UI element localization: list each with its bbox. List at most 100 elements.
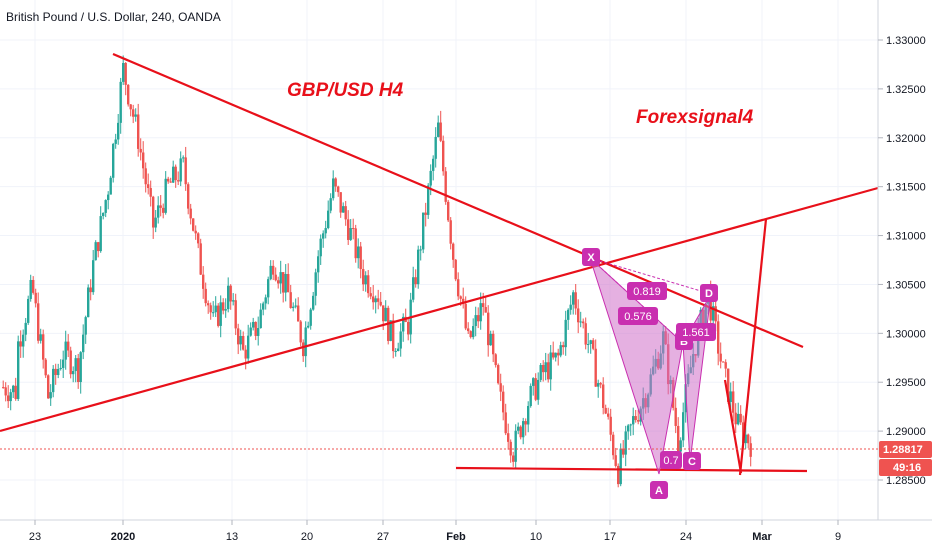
candle-body: [612, 434, 615, 456]
candle-body: [62, 359, 65, 368]
candle-body: [624, 431, 627, 455]
support-line: [455, 466, 808, 473]
candle-body: [297, 305, 300, 322]
candle-body: [24, 322, 27, 335]
candle-body: [607, 413, 610, 417]
candle-body: [637, 420, 640, 422]
pattern-point-label: A: [655, 485, 663, 497]
candle-body: [594, 348, 597, 387]
candle-body: [12, 385, 15, 393]
candle-body: [479, 303, 482, 322]
candle-body: [344, 206, 347, 220]
x-tick-label: 27: [377, 531, 389, 543]
x-tick-label: 23: [29, 531, 41, 543]
candle-body: [339, 192, 342, 213]
candle-body: [379, 301, 382, 306]
candle-body: [352, 228, 355, 230]
candle-body: [534, 378, 537, 400]
candle-body: [554, 352, 557, 358]
candle-body: [17, 341, 20, 399]
candle-body: [564, 319, 567, 348]
candle-body: [359, 246, 362, 270]
candle-body: [307, 325, 310, 328]
candle-body: [302, 342, 305, 357]
y-tick-label: 1.33000: [886, 35, 926, 47]
y-tick-label: 1.32500: [886, 84, 926, 96]
symbol-header: British Pound / U.S. Dollar, 240, OANDA: [6, 10, 221, 24]
candle-body: [89, 287, 92, 293]
candle-body: [287, 274, 290, 293]
pattern-ratio-box: [627, 282, 667, 300]
candle-body: [384, 307, 387, 322]
candle-body: [7, 395, 10, 402]
candle-body: [597, 383, 600, 387]
x-tick-label: 17: [604, 531, 616, 543]
candle-body: [142, 152, 145, 169]
trendlines: [0, 52, 879, 476]
candle-body: [719, 353, 722, 362]
candle-body: [77, 358, 80, 383]
candle-body: [282, 272, 285, 293]
candle-body: [452, 243, 455, 260]
candle-body: [304, 327, 307, 357]
candle-body: [279, 272, 282, 284]
candle-body: [222, 302, 225, 311]
x-tick-label: 9: [835, 531, 841, 543]
candle-body: [262, 303, 265, 310]
candle-body: [407, 321, 410, 335]
candle-body: [454, 259, 457, 280]
candle-body: [434, 136, 437, 159]
candles: [2, 55, 752, 488]
candle-body: [64, 341, 67, 360]
candle-body: [57, 369, 60, 376]
candle-body: [284, 274, 287, 293]
y-tick-label: 1.30500: [886, 279, 926, 291]
candle-body: [134, 114, 137, 117]
candle-body: [54, 368, 57, 376]
candle-body: [749, 443, 752, 457]
candle-body: [124, 62, 127, 85]
candle-body: [474, 315, 477, 327]
candle-body: [84, 317, 87, 335]
price-axis[interactable]: 1.28500 1.29000 1.29500 1.30000 1.30500 1.310…: [878, 35, 926, 487]
candle-body: [724, 362, 727, 369]
pattern-point-label: D: [705, 288, 713, 300]
candle-body: [472, 326, 475, 338]
candle-body: [622, 448, 625, 455]
x-tick-label: 13: [226, 531, 238, 543]
pattern-point-label: B: [680, 336, 688, 348]
candle-body: [39, 334, 42, 341]
candle-body: [382, 305, 385, 322]
candle-body: [414, 277, 417, 285]
candle-body: [462, 298, 465, 304]
candle-body: [722, 361, 725, 363]
candle-body: [529, 385, 532, 406]
time-axis[interactable]: 23 2020 13 20 27 Feb 10 17 24 Mar 9: [29, 520, 841, 543]
candle-body: [492, 333, 495, 355]
candle-body: [372, 296, 375, 303]
candle-body: [149, 188, 152, 197]
candle-body: [367, 275, 370, 294]
candle-body: [97, 242, 100, 252]
candle-body: [187, 184, 190, 209]
last-price-label: 1.28817: [883, 444, 923, 456]
candle-body: [467, 328, 470, 332]
x-tick-label: 24: [680, 531, 692, 543]
last-price-tag: 1.28817 49:16: [879, 441, 932, 477]
candle-body: [734, 412, 737, 425]
candle-body: [327, 210, 330, 229]
candle-body: [197, 233, 200, 244]
candle-body: [599, 383, 602, 385]
candle-body: [527, 405, 530, 425]
candle-body: [347, 219, 350, 240]
candle-body: [269, 265, 272, 280]
candle-body: [519, 426, 522, 438]
candle-body: [117, 122, 120, 140]
candle-body: [22, 334, 25, 347]
candle-body: [289, 292, 292, 308]
candle-body: [709, 288, 712, 321]
candle-body: [562, 345, 565, 348]
candle-body: [484, 307, 487, 313]
candle-body: [464, 303, 467, 329]
